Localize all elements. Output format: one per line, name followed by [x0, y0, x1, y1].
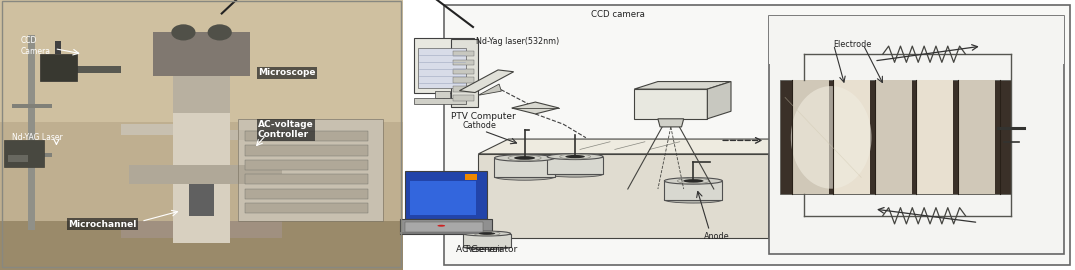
Bar [463, 234, 511, 247]
Text: CCD
Camera: CCD Camera [20, 36, 51, 56]
Bar [405, 171, 487, 219]
Bar [120, 124, 173, 135]
Bar [12, 104, 53, 108]
Text: CCD camera: CCD camera [591, 10, 645, 19]
Bar [245, 160, 369, 170]
Text: AC Generator: AC Generator [456, 245, 517, 254]
Ellipse shape [171, 24, 196, 40]
Polygon shape [769, 139, 799, 238]
Ellipse shape [494, 174, 555, 180]
Polygon shape [707, 82, 731, 119]
Bar [245, 146, 369, 156]
Bar [129, 165, 282, 184]
Bar [2, 1, 401, 267]
Bar [833, 80, 871, 194]
Polygon shape [512, 102, 559, 114]
Bar [792, 80, 829, 194]
Ellipse shape [547, 154, 603, 160]
Bar [41, 54, 76, 81]
Bar [917, 80, 954, 194]
Bar [454, 86, 474, 92]
Bar [189, 184, 214, 216]
Bar [435, 91, 449, 98]
Text: Reservoir: Reservoir [465, 245, 503, 254]
Text: Nd-YAG Laser: Nd-YAG Laser [12, 133, 62, 142]
Bar [769, 16, 1064, 64]
Bar [245, 188, 369, 199]
Bar [414, 98, 467, 104]
Bar [0, 0, 403, 122]
Ellipse shape [514, 156, 535, 160]
Bar [454, 95, 474, 100]
Ellipse shape [463, 245, 511, 249]
Text: Anode: Anode [704, 232, 730, 241]
Bar [494, 158, 555, 177]
Text: PTV Computer: PTV Computer [450, 112, 515, 121]
Bar [410, 181, 476, 215]
Bar [958, 80, 994, 194]
Polygon shape [634, 82, 731, 89]
Bar [454, 69, 474, 74]
Text: Cathode: Cathode [462, 121, 497, 130]
Bar [418, 48, 465, 88]
Bar [454, 51, 474, 56]
Ellipse shape [684, 179, 703, 183]
Bar [400, 232, 492, 234]
Circle shape [438, 225, 445, 227]
Bar [245, 203, 369, 213]
Bar [76, 66, 121, 73]
Bar [245, 174, 369, 184]
Bar [230, 130, 278, 140]
Bar [444, 5, 1070, 265]
Bar [454, 60, 474, 65]
Polygon shape [478, 154, 769, 238]
Text: Nd-Yag laser(532nm): Nd-Yag laser(532nm) [476, 37, 559, 46]
Bar [454, 77, 474, 83]
Bar [173, 59, 230, 113]
Bar [154, 32, 250, 76]
Bar [780, 80, 1010, 194]
Bar [173, 59, 230, 243]
Bar [0, 0, 403, 270]
Bar [4, 140, 44, 167]
Bar [238, 119, 383, 221]
Bar [9, 155, 28, 162]
Bar [875, 80, 912, 194]
Bar [405, 222, 483, 232]
Bar [664, 181, 722, 200]
Ellipse shape [478, 232, 496, 235]
Bar [547, 157, 603, 174]
Bar [245, 131, 369, 141]
Bar [769, 16, 1064, 254]
Ellipse shape [547, 171, 603, 177]
Bar [238, 119, 383, 221]
Bar [459, 70, 514, 93]
Bar [0, 221, 403, 270]
Bar [120, 221, 282, 238]
Ellipse shape [494, 154, 555, 161]
Ellipse shape [565, 155, 585, 158]
Polygon shape [658, 119, 684, 127]
Polygon shape [634, 89, 707, 119]
Bar [450, 39, 478, 107]
Text: Microscope: Microscope [258, 68, 315, 77]
Ellipse shape [664, 178, 722, 184]
Bar [400, 219, 492, 234]
Polygon shape [478, 84, 501, 95]
Text: AC-voltage
Controller: AC-voltage Controller [258, 120, 314, 139]
Text: Electrode: Electrode [834, 40, 872, 49]
Bar [414, 38, 473, 93]
Ellipse shape [664, 197, 722, 203]
Bar [465, 174, 477, 180]
Bar [55, 40, 61, 54]
Polygon shape [478, 139, 799, 154]
Ellipse shape [207, 24, 232, 40]
Bar [12, 153, 53, 157]
Bar [28, 35, 35, 230]
Ellipse shape [791, 86, 872, 189]
Ellipse shape [463, 231, 511, 236]
Text: Microchannel: Microchannel [69, 220, 137, 229]
